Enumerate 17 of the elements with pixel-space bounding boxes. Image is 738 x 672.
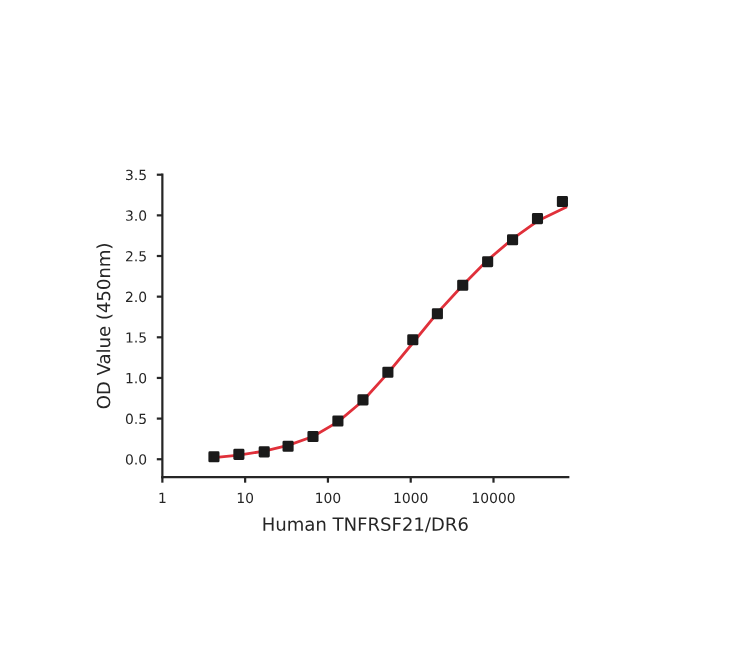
- point: [307, 430, 319, 443]
- point: [482, 256, 494, 268]
- point: [282, 440, 294, 452]
- point: [431, 308, 443, 320]
- point: [531, 213, 544, 225]
- point: [382, 366, 394, 378]
- point: [357, 394, 369, 406]
- point: [457, 279, 469, 291]
- point: [407, 334, 419, 346]
- x-axis-title: Human TNFRSF21/DR6: [263, 517, 468, 533]
- point: [208, 451, 220, 463]
- point: [233, 448, 245, 460]
- y-axis-title: OD Value (450nm): [96, 244, 113, 409]
- point: [258, 446, 270, 458]
- point: [556, 195, 568, 208]
- point: [507, 234, 519, 246]
- point: [332, 415, 344, 427]
